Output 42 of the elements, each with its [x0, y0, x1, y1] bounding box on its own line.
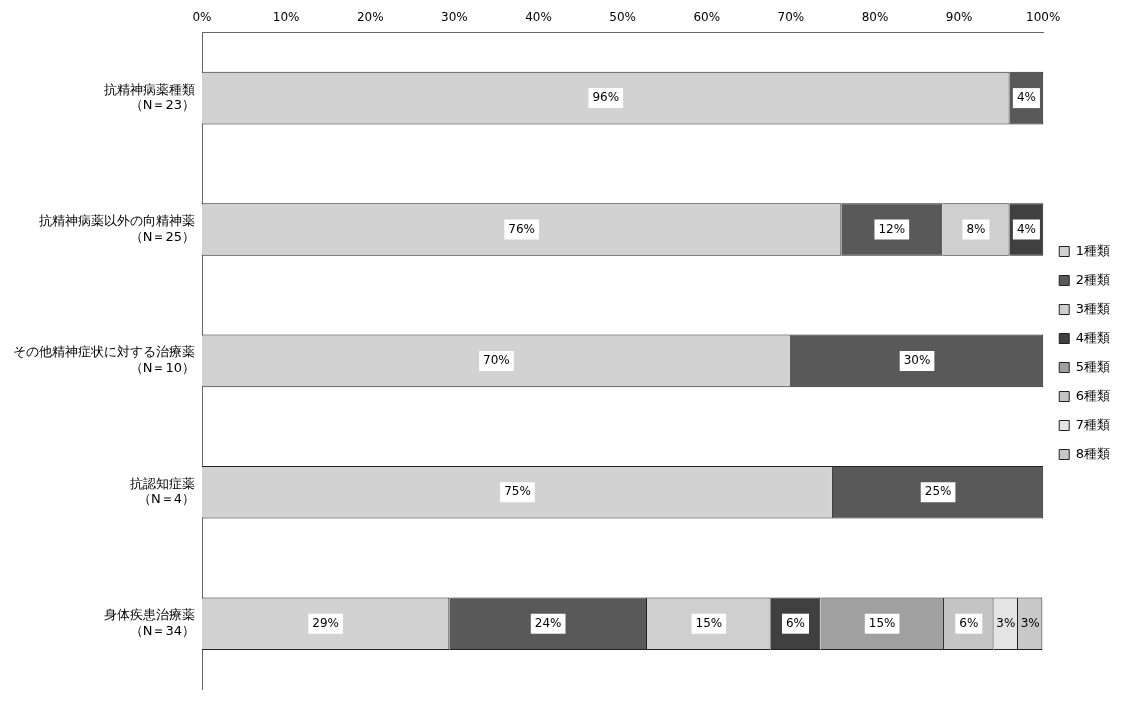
data-label: 76%: [508, 221, 535, 236]
legend-label: 3種類: [1075, 300, 1111, 316]
x-tick-label: 60%: [693, 10, 721, 25]
x-tick-label: 70%: [777, 10, 805, 25]
data-label: 3%: [996, 615, 1016, 630]
y-tick-label: その他精神症状に対する治療薬（N＝10）: [13, 344, 195, 376]
data-label: 24%: [534, 615, 562, 630]
y-tick-label: 抗認知症薬（N＝4）: [130, 475, 195, 507]
data-label: 6%: [785, 615, 806, 630]
legend-label: 5種類: [1075, 358, 1111, 374]
data-label: 3%: [1020, 615, 1040, 630]
x-tick-label: 80%: [861, 10, 889, 25]
data-label: 12%: [878, 221, 906, 236]
y-tick-label: 身体疾患治療薬（N＝34）: [104, 607, 195, 638]
y-tick-label: 抗精神病薬以外の向精神薬（N＝25）: [39, 213, 195, 244]
legend-label: 2種類: [1075, 271, 1111, 287]
legend-label: 7種類: [1075, 416, 1111, 432]
data-label: 8%: [966, 221, 986, 236]
data-label: 75%: [504, 484, 531, 499]
data-label: 30%: [903, 353, 931, 368]
x-tick-label: 50%: [609, 10, 636, 25]
x-tick-label: 20%: [356, 10, 384, 25]
data-label: 6%: [959, 615, 979, 630]
legend-label: 6種類: [1075, 387, 1111, 403]
data-label: 4%: [1016, 221, 1036, 236]
x-tick-label: 90%: [945, 10, 973, 25]
x-tick-label: 40%: [525, 10, 552, 25]
data-label: 70%: [483, 353, 510, 368]
data-label: 29%: [312, 615, 339, 630]
data-label: 96%: [592, 90, 620, 105]
y-tick-label: 抗精神病薬種類（N＝23）: [104, 81, 195, 113]
data-label: 15%: [695, 615, 723, 630]
data-label: 25%: [924, 484, 952, 499]
data-label: 15%: [868, 615, 896, 630]
legend-label: 1種類: [1075, 242, 1111, 258]
x-tick-label: 0%: [192, 10, 212, 25]
x-tick-label: 30%: [441, 10, 468, 25]
legend-label: 8種類: [1075, 445, 1111, 461]
x-tick-label: 10%: [272, 10, 300, 25]
x-tick-label: 100%: [1026, 10, 1061, 25]
legend-label: 4種類: [1075, 329, 1111, 345]
data-label: 4%: [1016, 90, 1036, 105]
